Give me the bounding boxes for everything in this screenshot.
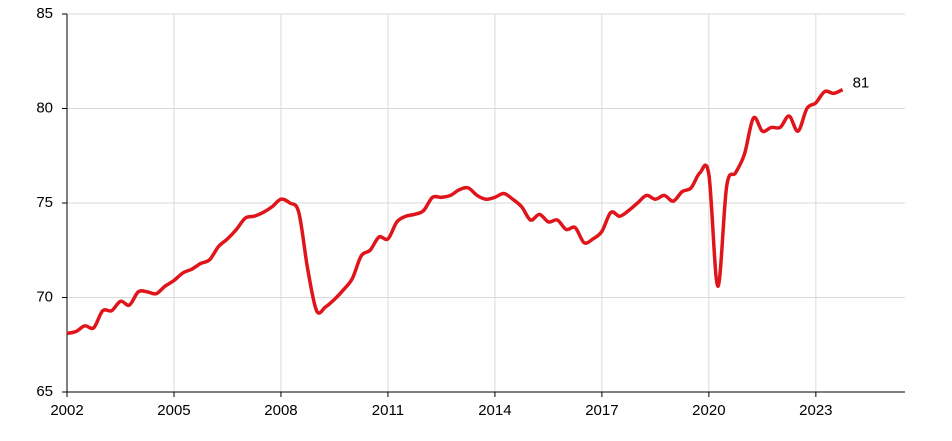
x-tick-label: 2008 [264,402,297,419]
y-tick-label: 80 [36,99,53,116]
line-series [66,87,844,336]
x-tick-label: 2005 [157,402,190,419]
y-tick-label: 75 [36,194,53,211]
x-tick-label: 2014 [478,402,511,419]
x-tick-label: 2002 [50,402,83,419]
y-tick-label: 85 [36,5,53,22]
x-tick-label: 2017 [585,402,618,419]
x-tick-label: 2011 [372,402,404,419]
y-tick-label: 70 [36,288,53,305]
x-tick-label: 2020 [692,402,725,419]
x-tick-label: 2023 [799,402,832,419]
y-tick-label: 65 [36,383,53,400]
end-label: 81 [853,75,870,92]
